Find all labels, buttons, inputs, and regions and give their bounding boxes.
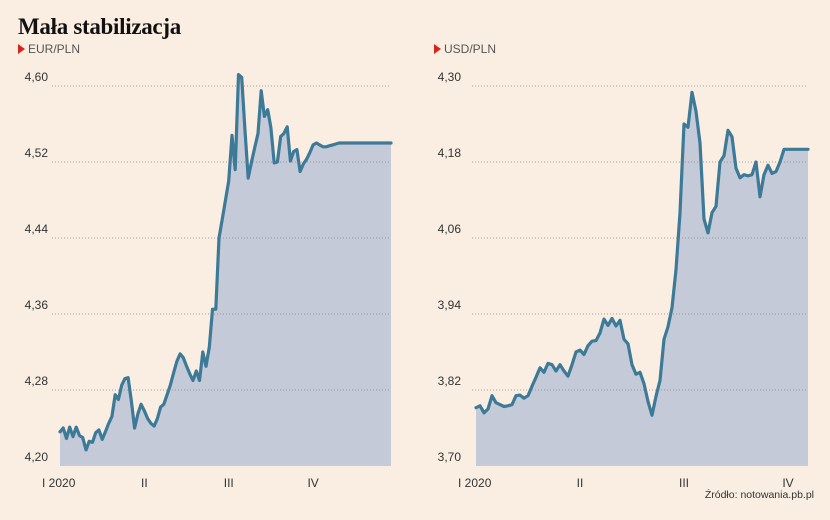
y-tick-label: 4,30 [438,70,462,84]
y-tick-label: 4,52 [25,146,49,160]
y-tick-label: 3,70 [438,450,462,464]
series-area [476,92,808,467]
y-tick-label: 4,18 [438,146,462,160]
x-tick-label: III [224,476,234,490]
y-tick-label: 4,60 [25,70,49,84]
y-tick-label: 4,44 [25,222,49,236]
eur-pln-chart: 4,204,284,364,444,524,60I 2020 II III IV [25,70,393,490]
x-tick-label: III [679,476,689,490]
usd-pln-label-text: USD/PLN [444,42,497,56]
eur-pln-label: EUR/PLN [18,42,80,56]
source-note: Źródło: notowania.pb.pl [704,489,814,501]
y-tick-label: 4,36 [25,298,49,312]
y-tick-label: 4,20 [25,450,49,464]
red-triangle-marker-icon [434,44,441,54]
chart-title: Mała stabilizacja [18,14,181,39]
x-tick-label: IV [307,476,318,490]
x-tick-label: I 2020 [458,476,492,490]
y-tick-label: 4,06 [438,222,462,236]
usd-pln-chart: 3,703,823,944,064,184,30I 2020 II III IV [438,70,810,490]
y-tick-label: 3,82 [438,374,462,388]
series-area [60,74,391,466]
x-tick-label: II [141,476,148,490]
usd-pln-label: USD/PLN [434,42,496,56]
y-tick-label: 3,94 [438,298,462,312]
red-triangle-marker-icon [18,44,25,54]
x-tick-label: II [577,476,584,490]
x-tick-label: I 2020 [42,476,76,490]
series-line [474,90,810,417]
y-tick-label: 4,28 [25,374,49,388]
series-line [58,73,393,452]
eur-pln-label-text: EUR/PLN [28,42,81,56]
x-tick-label: IV [782,476,793,490]
